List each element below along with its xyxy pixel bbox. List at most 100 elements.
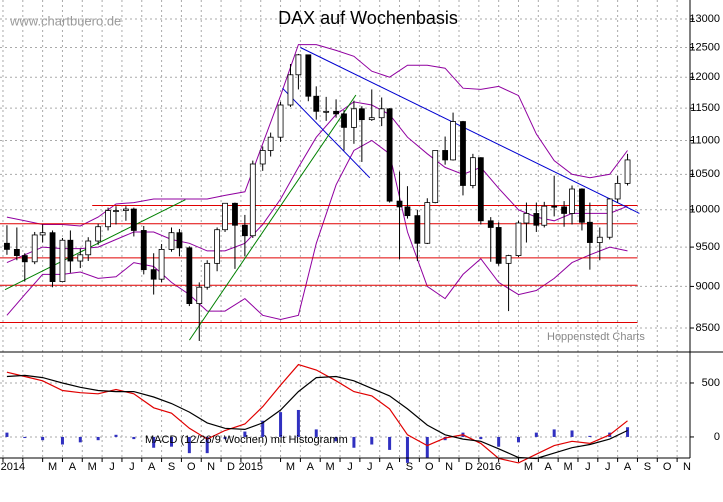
histogram-bar — [23, 436, 27, 439]
x-tick-label: A — [69, 461, 77, 473]
x-tick-label: O — [425, 461, 434, 473]
x-tick-label: N — [683, 461, 691, 473]
candle-body — [442, 150, 449, 161]
histogram-bar — [243, 431, 247, 437]
histogram-bar — [296, 409, 300, 437]
histogram-bar — [370, 436, 374, 445]
histogram-bar — [334, 436, 338, 442]
candle-body — [404, 206, 411, 217]
candle-body — [606, 198, 613, 238]
candle-body — [214, 229, 221, 264]
series-line — [300, 47, 640, 214]
y-tick-label: 10000 — [689, 204, 720, 216]
candle-body — [287, 74, 294, 106]
candle-body — [150, 269, 157, 280]
candle-body — [396, 200, 403, 208]
histogram-bar — [5, 432, 9, 437]
y-tick-label: 9000 — [696, 280, 720, 292]
candle-body — [460, 121, 466, 186]
x-tick-label: D — [227, 461, 235, 473]
y-tick-label: 13000 — [689, 13, 720, 25]
x-tick-label: A — [545, 461, 553, 473]
x-tick-label: A — [624, 461, 632, 473]
x-tick-label: J — [605, 461, 611, 473]
x-tick-label: D — [465, 461, 473, 473]
histogram-bar — [352, 436, 356, 448]
x-tick-label: J — [347, 461, 353, 473]
candle-body — [487, 220, 494, 228]
histogram-bar — [626, 427, 630, 437]
histogram-bar — [114, 434, 118, 437]
chart-title: DAX auf Wochenbasis — [278, 8, 458, 28]
histogram-bar — [261, 420, 265, 437]
candle-body — [414, 215, 421, 244]
candle-body — [358, 108, 365, 121]
histogram-bar — [552, 429, 556, 437]
x-tick-label: A — [148, 461, 156, 473]
candle-body — [249, 163, 256, 237]
candle-body — [130, 208, 137, 231]
histogram-bar — [78, 436, 82, 443]
histogram-bar — [152, 436, 156, 448]
candle-body — [113, 210, 119, 212]
candle-body — [85, 240, 92, 256]
candle-body — [432, 150, 439, 203]
y-tick-label: 11500 — [690, 102, 720, 114]
x-tick-label: M — [286, 461, 295, 473]
candle-body — [341, 113, 347, 128]
x-tick-label: O — [187, 461, 196, 473]
series-line — [188, 94, 357, 341]
x-tick-label: S — [168, 461, 175, 473]
plot-layer: 2014 M A M J J A S O N D 2015 M A M J J A S O N D 2016 M A M J J A S O… — [0, 0, 720, 473]
candle-body — [259, 150, 266, 165]
series-line — [282, 87, 371, 179]
histogram-bar — [41, 436, 45, 441]
x-tick-label: 2015 — [239, 461, 263, 473]
candle-body — [267, 136, 274, 151]
candle-body — [351, 108, 357, 128]
candle-body — [95, 226, 102, 242]
y-tick-label: 500 — [702, 377, 720, 389]
candle-body — [323, 110, 330, 113]
candle-body — [313, 95, 320, 112]
x-tick-label: 2016 — [477, 461, 501, 473]
series-line — [6, 44, 628, 227]
histogram-bar — [60, 436, 64, 445]
histogram-bar — [170, 436, 174, 447]
candle-body — [378, 108, 385, 119]
series-line — [6, 101, 628, 264]
candle-body — [49, 232, 56, 282]
source-note: Hoppenstedt Charts — [547, 331, 645, 343]
y-tick-label: 10500 — [689, 168, 720, 180]
x-tick-label: M — [48, 461, 57, 473]
candle-body — [241, 224, 248, 237]
candle-body — [305, 54, 312, 97]
candle-body — [333, 110, 339, 115]
candle-body — [39, 232, 46, 236]
histogram-bar — [497, 436, 501, 447]
y-tick-label: 0 — [714, 431, 720, 443]
candle-body — [477, 157, 484, 222]
x-tick-label: J — [109, 461, 115, 473]
histogram-bar — [388, 436, 392, 450]
candle-body — [541, 205, 548, 226]
candle-body — [495, 227, 502, 264]
candle-body — [59, 239, 66, 282]
x-tick-label: 2014 — [1, 461, 25, 473]
histogram-bar — [425, 436, 429, 458]
candle-body — [140, 230, 147, 271]
candle-body — [368, 117, 375, 121]
candle-body — [277, 104, 284, 138]
histogram-bar — [205, 436, 209, 454]
watermark: www.chartbuero.de — [9, 13, 121, 28]
x-tick-label: S — [406, 461, 413, 473]
candle-body — [77, 254, 84, 262]
histogram-bar — [405, 436, 409, 463]
histogram-bar — [534, 432, 538, 437]
y-tick-label: 12000 — [689, 71, 720, 83]
candle-body — [176, 232, 183, 249]
candle-body — [523, 213, 530, 224]
